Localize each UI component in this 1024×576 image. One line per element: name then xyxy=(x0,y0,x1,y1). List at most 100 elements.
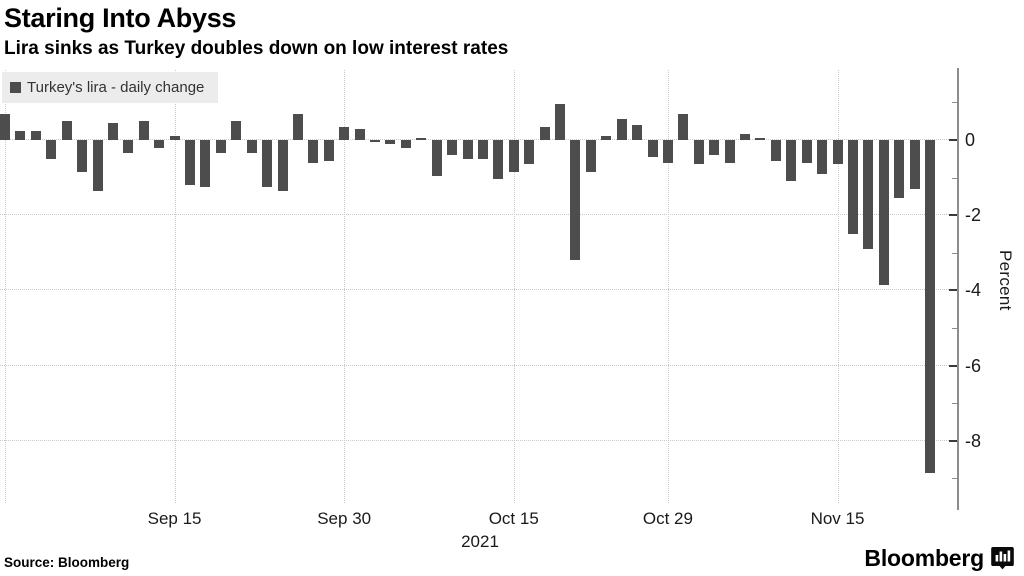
y-axis-tick-label: 0 xyxy=(965,130,976,150)
page-subtitle: Lira sinks as Turkey doubles down on low… xyxy=(4,38,509,59)
y-axis-tick xyxy=(949,139,957,141)
bar xyxy=(693,140,704,165)
y-axis-line xyxy=(957,68,959,510)
x-axis-year-label: 2021 xyxy=(461,532,499,551)
bar xyxy=(277,140,288,191)
y-axis-minor-tick xyxy=(952,252,957,254)
bar xyxy=(909,140,920,189)
bar xyxy=(447,140,458,156)
legend-label: Turkey's lira - daily change xyxy=(27,79,205,96)
bar xyxy=(570,140,581,261)
bar xyxy=(61,121,72,140)
bar xyxy=(123,140,134,154)
x-axis-tick-label: Oct 15 xyxy=(488,509,539,528)
bar xyxy=(416,138,427,140)
bar xyxy=(77,140,88,172)
bar xyxy=(385,140,396,144)
bar xyxy=(92,140,103,191)
bar xyxy=(169,136,180,140)
bar xyxy=(863,140,874,250)
bar xyxy=(616,119,627,140)
legend: Turkey's lira - daily change xyxy=(2,72,219,103)
bar xyxy=(200,140,211,187)
bar xyxy=(709,140,720,156)
x-axis-tick-label: Oct 29 xyxy=(642,509,693,528)
bar xyxy=(30,130,41,140)
bar xyxy=(539,126,550,140)
y-axis-tick xyxy=(949,439,957,442)
bar xyxy=(678,113,689,140)
bar xyxy=(154,140,165,148)
y-axis-title: Percent xyxy=(996,250,1015,311)
legend-swatch-icon xyxy=(10,82,21,93)
bar xyxy=(107,123,118,140)
h-gridline xyxy=(0,364,957,366)
h-gridline xyxy=(0,439,957,441)
y-axis-tick xyxy=(949,214,957,217)
y-axis-tick-label: -8 xyxy=(965,430,982,451)
bar xyxy=(431,140,442,176)
bloomberg-logo: Bloomberg xyxy=(864,545,1014,571)
bar xyxy=(632,124,643,140)
bar xyxy=(477,140,488,159)
bar xyxy=(231,121,242,140)
v-gridline xyxy=(174,70,176,503)
x-axis-tick-label: Nov 15 xyxy=(810,509,865,528)
bar xyxy=(323,140,334,161)
y-axis-minor-tick xyxy=(952,328,957,329)
v-gridline xyxy=(344,70,346,503)
bloomberg-logo-icon xyxy=(991,547,1014,570)
bar xyxy=(308,140,319,163)
bar xyxy=(925,140,936,473)
bar xyxy=(801,140,812,163)
bar xyxy=(740,134,751,140)
y-axis-tick xyxy=(949,289,957,292)
h-gridline xyxy=(0,139,957,140)
bar xyxy=(786,140,797,182)
bar xyxy=(400,140,411,148)
bar xyxy=(0,113,10,140)
bar xyxy=(662,140,673,163)
bar xyxy=(724,140,735,163)
v-gridline xyxy=(5,70,6,503)
bar xyxy=(246,140,257,154)
y-axis-minor-tick xyxy=(952,478,957,480)
bar xyxy=(832,140,843,165)
source-attribution: Source: Bloomberg xyxy=(4,555,130,570)
bar xyxy=(770,140,781,161)
bar xyxy=(508,140,519,172)
bar xyxy=(46,140,57,159)
y-axis-minor-tick xyxy=(952,102,957,104)
bar xyxy=(292,113,303,140)
x-axis-tick-label: Sep 30 xyxy=(317,509,372,528)
bloomberg-wordmark: Bloomberg xyxy=(864,544,984,571)
v-gridline xyxy=(667,70,669,503)
bar xyxy=(15,130,26,140)
bar xyxy=(755,138,766,140)
bar xyxy=(185,140,195,186)
bar xyxy=(601,136,612,140)
bar xyxy=(339,126,350,140)
bar xyxy=(847,140,858,234)
v-gridline xyxy=(837,70,839,503)
bar xyxy=(462,140,473,159)
bar xyxy=(817,140,828,174)
y-axis-tick xyxy=(949,364,957,367)
x-axis-tick-label: Sep 15 xyxy=(147,509,202,528)
y-axis-minor-tick xyxy=(952,177,957,179)
y-axis-tick-label: -2 xyxy=(965,205,982,226)
bar xyxy=(894,140,905,199)
h-gridline xyxy=(0,289,957,291)
y-axis-minor-tick xyxy=(952,403,957,405)
v-gridline xyxy=(513,70,515,503)
h-gridline xyxy=(0,214,957,216)
page-title: Staring Into Abyss xyxy=(4,3,237,33)
bar xyxy=(493,140,504,180)
bar xyxy=(215,140,226,154)
bar xyxy=(878,140,889,285)
bar xyxy=(585,140,596,172)
bar xyxy=(555,104,565,140)
y-axis-tick-label: -6 xyxy=(965,355,982,376)
bar xyxy=(354,128,365,140)
